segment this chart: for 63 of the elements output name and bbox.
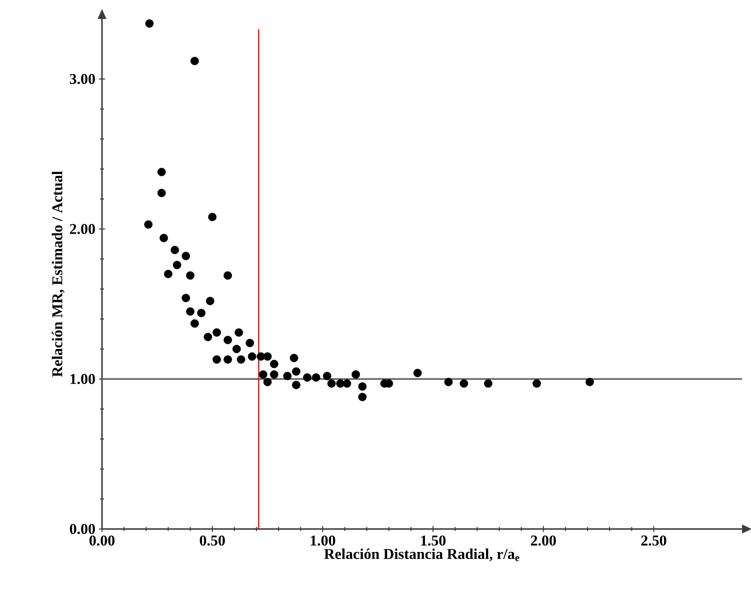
y-axis-title: Relación MR, Estimado / Actual [52, 171, 64, 377]
y-tick-label: 2.00 [70, 224, 95, 234]
x-tick-label: 2.00 [530, 536, 556, 546]
x-axis-title: Relación Distancia Radial, r/a$_{e}$ [324, 548, 520, 562]
point [224, 336, 232, 344]
x-tick-label: 1.00 [310, 536, 336, 546]
x-tick-label: 0.00 [89, 536, 115, 546]
point [460, 379, 468, 388]
point [292, 367, 300, 376]
point [358, 382, 367, 391]
point [283, 372, 292, 380]
point [224, 355, 232, 364]
point [484, 379, 492, 388]
point [263, 352, 272, 361]
point [232, 344, 241, 354]
point [352, 370, 360, 379]
point [234, 328, 244, 337]
point [172, 260, 182, 270]
point [186, 307, 194, 316]
x-tick-label: 1.50 [421, 536, 446, 546]
point [224, 271, 232, 280]
point [270, 370, 278, 379]
point [342, 379, 352, 388]
point [290, 354, 298, 362]
point [586, 378, 594, 386]
point [270, 360, 278, 368]
point [204, 332, 212, 342]
point [182, 294, 190, 302]
point [157, 188, 166, 198]
point [322, 372, 332, 380]
point [144, 220, 153, 229]
point [263, 378, 272, 386]
x-tick-label: 2.50 [641, 536, 666, 546]
point [212, 328, 221, 337]
point [160, 234, 168, 242]
x-tick-label: 0.50 [200, 536, 225, 546]
point [170, 246, 180, 254]
y-tick-label: 1.00 [70, 374, 95, 384]
point [164, 270, 172, 278]
point [212, 355, 221, 364]
point [236, 355, 246, 364]
point [157, 168, 166, 176]
point [182, 252, 190, 260]
point [303, 373, 312, 382]
y-tick-label: 0.00 [70, 524, 95, 534]
point [327, 379, 336, 388]
point [145, 19, 154, 28]
point [246, 338, 254, 348]
point [258, 370, 268, 379]
point [358, 392, 367, 402]
point [206, 296, 214, 306]
point [197, 308, 206, 318]
point [413, 368, 422, 378]
point [186, 271, 194, 280]
point [190, 56, 199, 66]
y-tick-label: 3.00 [70, 74, 95, 84]
point [248, 352, 256, 361]
point [444, 378, 453, 386]
point [208, 212, 217, 222]
point [292, 380, 300, 390]
point [190, 319, 199, 328]
point [532, 379, 541, 388]
point [312, 373, 320, 382]
